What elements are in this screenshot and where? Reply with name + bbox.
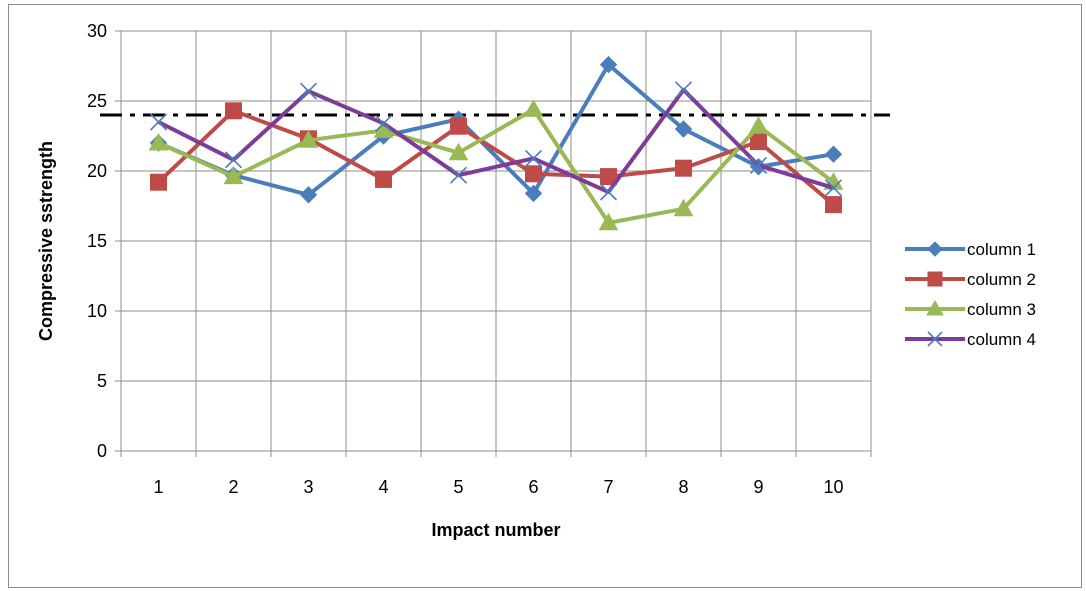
series-line [157,62,834,197]
x-tick-label: 3 [303,477,313,497]
x-tick-label: 10 [823,477,843,497]
data-point [675,159,692,177]
data-point [450,117,467,135]
y-axis-title: Compressive sstrength [36,141,56,341]
y-tick-label: 5 [97,371,107,391]
legend-label: column 4 [967,330,1036,349]
legend-item-3: column 3 [905,299,1036,319]
data-point [927,331,943,347]
data-point [927,271,943,287]
data-point [148,132,169,151]
data-point [749,156,768,174]
data-point [224,151,243,169]
data-point [598,212,619,231]
y-tick-label: 25 [87,91,107,111]
data-point [750,133,767,151]
data-point [375,170,392,188]
series-line [157,87,835,194]
series-line [157,107,835,225]
x-tick-label: 2 [228,477,238,497]
data-point [599,183,618,201]
data-point [600,168,617,186]
legend: column 1 column 2 column 3 column 4 [905,240,1036,349]
data-point [599,55,618,74]
legend-item-1: column 1 [905,240,1036,259]
data-point [674,120,693,138]
data-point [524,149,543,167]
series-group [148,55,844,231]
data-point [373,120,394,138]
x-tick-label: 5 [453,477,463,497]
data-point [748,116,769,134]
data-point [673,198,694,217]
series-4 [149,81,843,201]
data-point [299,82,318,100]
data-point [927,241,943,257]
grid [121,30,872,451]
x-axis-title: Impact number [431,520,560,540]
x-tick-label: 9 [753,477,763,497]
y-tick-label: 0 [97,441,107,461]
data-point [299,186,318,204]
data-point [525,165,542,183]
x-tick-label: 1 [153,477,163,497]
data-point [298,130,319,148]
y-tick-label: 20 [87,161,107,181]
x-tick-label: 6 [528,477,538,497]
tick-labels: 0 5 10 15 20 25 30 1 2 3 4 5 6 7 8 9 10 [87,21,844,497]
data-point [449,166,468,184]
data-point [674,81,693,99]
data-point [448,142,469,161]
data-point [223,166,244,185]
data-point [225,102,242,120]
x-tick-label: 8 [678,477,688,497]
legend-item-4: column 4 [905,330,1036,349]
data-point [824,179,843,197]
axes [115,30,872,457]
data-point [524,184,543,203]
data-point [374,114,393,132]
data-point [523,99,544,117]
legend-label: column 2 [967,270,1036,289]
data-point [824,145,843,163]
data-point [926,299,944,316]
x-tick-label: 4 [378,477,388,497]
data-point [150,173,167,191]
data-point [149,113,168,131]
legend-item-2: column 2 [905,270,1036,289]
y-tick-label: 10 [87,301,107,321]
y-tick-label: 30 [87,21,107,41]
legend-label: column 1 [967,240,1036,259]
legend-label: column 3 [967,300,1036,319]
y-tick-label: 15 [87,231,107,251]
x-tick-label: 7 [603,477,613,497]
data-point [825,196,842,214]
